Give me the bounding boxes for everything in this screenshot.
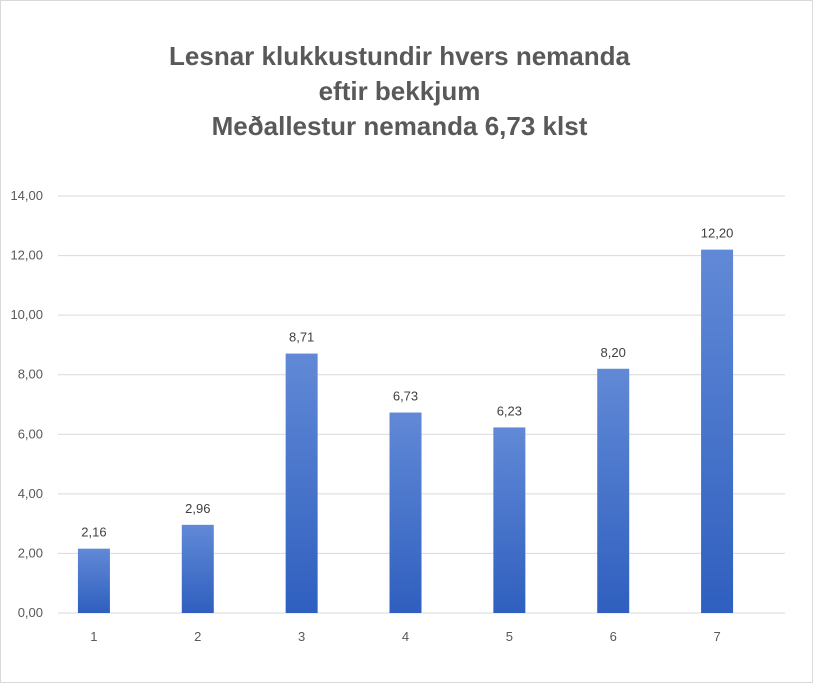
bar bbox=[493, 427, 526, 613]
x-tick-label: 2 bbox=[194, 629, 201, 644]
x-axis-tick-labels: 1 2 3 4 5 6 7 bbox=[90, 629, 720, 644]
bar bbox=[285, 353, 318, 613]
x-tick-label: 4 bbox=[402, 629, 409, 644]
y-tick-label: 4,00 bbox=[18, 486, 43, 501]
chart-title-line-1: Lesnar klukkustundir hvers nemanda bbox=[169, 41, 630, 71]
y-tick-label: 14,00 bbox=[10, 188, 43, 203]
x-tick-label: 7 bbox=[713, 629, 720, 644]
chart-title: Lesnar klukkustundir hvers nemanda eftir… bbox=[1, 39, 798, 144]
chart-title-line-3: Meðallestur nemanda 6,73 klst bbox=[211, 111, 588, 141]
data-label: 6,73 bbox=[393, 389, 418, 404]
data-label: 2,96 bbox=[185, 501, 210, 516]
y-axis-tick-labels: 0,00 2,00 4,00 6,00 8,00 10,00 12,00 14,00 bbox=[10, 188, 43, 620]
data-labels: 2,16 2,96 8,71 6,73 6,23 8,20 12,20 bbox=[81, 226, 733, 540]
data-label: 8,71 bbox=[289, 330, 314, 345]
bar bbox=[701, 249, 734, 613]
x-tick-label: 5 bbox=[506, 629, 513, 644]
bar bbox=[77, 548, 110, 613]
bar bbox=[181, 524, 214, 613]
y-tick-label: 0,00 bbox=[18, 605, 43, 620]
y-tick-label: 10,00 bbox=[10, 307, 43, 322]
y-tick-label: 8,00 bbox=[18, 367, 43, 382]
y-tick-label: 2,00 bbox=[18, 545, 43, 560]
data-label: 2,16 bbox=[81, 525, 106, 540]
bar bbox=[389, 412, 422, 613]
bar bbox=[597, 368, 630, 613]
y-tick-label: 12,00 bbox=[10, 248, 43, 263]
chart-title-line-2: eftir bekkjum bbox=[318, 76, 481, 106]
data-label: 6,23 bbox=[497, 403, 522, 418]
data-label: 12,20 bbox=[701, 226, 734, 241]
x-tick-label: 3 bbox=[298, 629, 305, 644]
data-label: 8,20 bbox=[601, 345, 626, 360]
bars bbox=[77, 249, 734, 613]
x-tick-label: 1 bbox=[90, 629, 97, 644]
y-tick-label: 6,00 bbox=[18, 426, 43, 441]
x-tick-label: 6 bbox=[610, 629, 617, 644]
